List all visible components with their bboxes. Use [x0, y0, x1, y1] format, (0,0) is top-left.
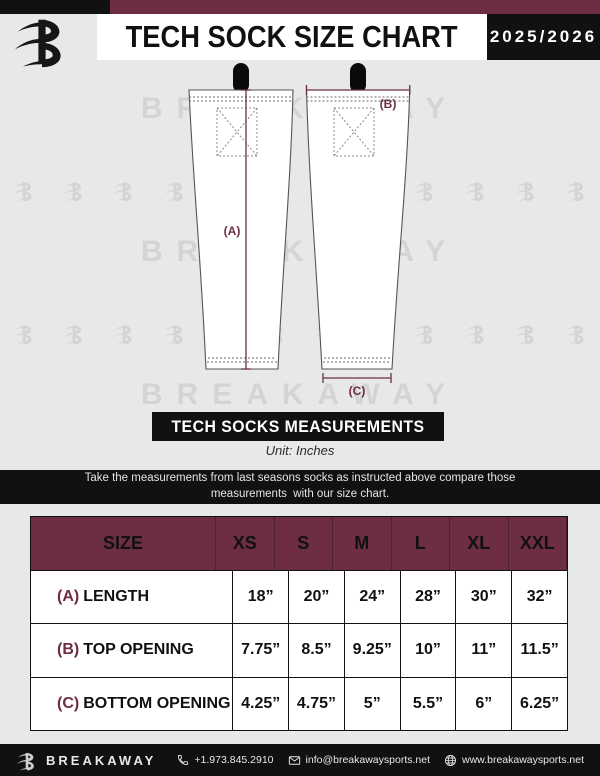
svg-text:(B): (B)	[380, 97, 397, 111]
svg-text:(C): (C)	[349, 384, 366, 398]
svg-text:(A): (A)	[224, 224, 241, 238]
